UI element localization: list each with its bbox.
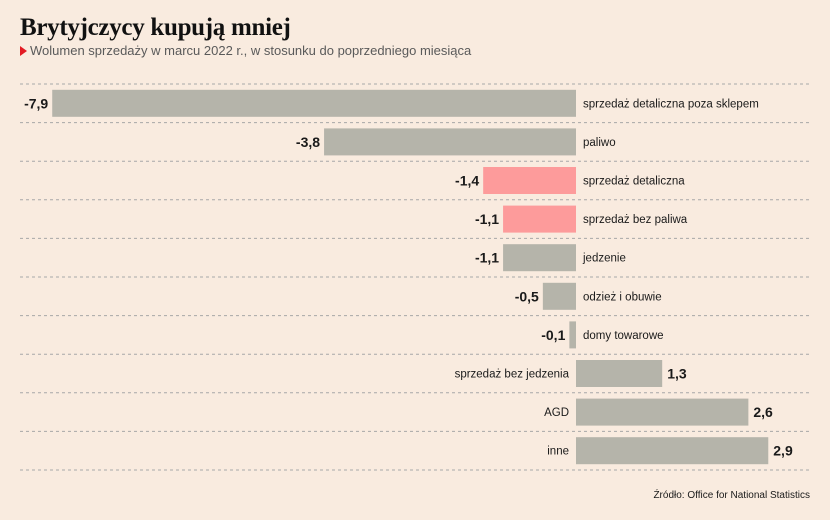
category-label: inne [547, 446, 569, 458]
category-label: domy towarowe [583, 330, 664, 342]
value-label: -0,1 [541, 327, 565, 343]
value-label: -7,9 [24, 95, 48, 111]
value-label: 2,9 [773, 443, 793, 459]
bar [576, 398, 749, 426]
category-label: jedzenie [582, 253, 626, 265]
value-label: -3,8 [296, 134, 320, 150]
value-label: -1,1 [475, 211, 499, 227]
value-label: -0,5 [515, 288, 539, 304]
bar [483, 167, 576, 194]
value-label: 2,6 [753, 404, 773, 420]
category-label: sprzedaż bez paliwa [583, 214, 688, 226]
chart-title: Brytyjczycy kupują mniej [20, 14, 291, 41]
bar [542, 282, 576, 310]
value-label: -1,4 [455, 173, 479, 189]
chart-subtitle-text: Wolumen sprzedaży w marcu 2022 r., w sto… [30, 43, 472, 58]
bar [503, 205, 576, 233]
value-label: -1,1 [475, 250, 499, 266]
chart-subtitle: Wolumen sprzedaży w marcu 2022 r., w sto… [20, 43, 471, 58]
bar [52, 89, 577, 117]
category-label: sprzedaż detaliczna poza sklepem [583, 98, 759, 110]
bar [576, 360, 663, 387]
bar [569, 321, 576, 349]
category-label: sprzedaż bez jedzenia [455, 369, 570, 381]
category-label: AGD [544, 407, 569, 419]
source-note: Źródło: Office for National Statistics [653, 490, 810, 501]
bar [503, 244, 576, 272]
bar [576, 437, 769, 465]
bar [324, 128, 576, 156]
category-label: sprzedaż detaliczna [583, 176, 685, 188]
bar-chart: -7,9 sprzedaż detaliczna poza sklepem -3,8… [20, 83, 810, 471]
value-label: 1,3 [667, 366, 687, 382]
category-label: paliwo [583, 137, 616, 149]
red-triangle-icon [20, 45, 27, 56]
category-label: odzież i obuwie [583, 291, 662, 303]
